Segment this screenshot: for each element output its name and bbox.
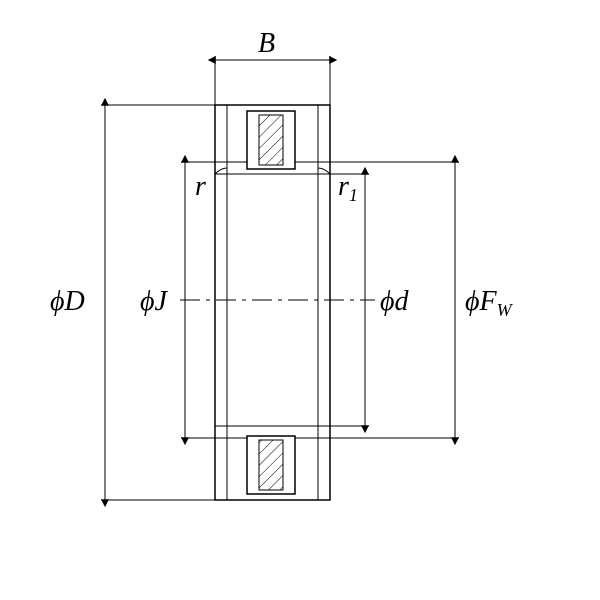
svg-text:B: B [258,28,275,59]
svg-text:ϕFW: ϕFW [465,286,514,320]
svg-text:r: r [195,171,206,202]
svg-text:ϕD: ϕD [50,286,85,317]
bearing-section-diagram: BϕD ϕJ ϕd ϕFW r r1 [0,0,600,600]
svg-text:ϕd: ϕd [380,286,409,317]
svg-text:r1: r1 [338,171,358,205]
svg-text:ϕJ: ϕJ [140,286,168,317]
